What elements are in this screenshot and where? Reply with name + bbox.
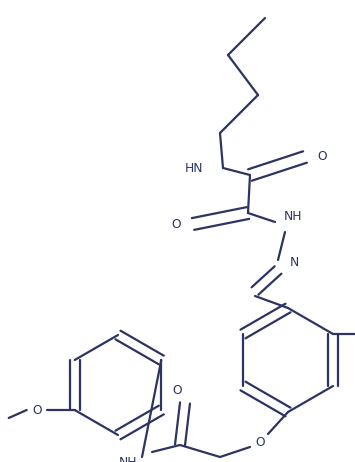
Text: O: O bbox=[171, 218, 181, 231]
Text: NH: NH bbox=[284, 211, 302, 224]
Text: O: O bbox=[317, 151, 327, 164]
Text: O: O bbox=[255, 436, 265, 449]
Text: O: O bbox=[172, 384, 182, 397]
Text: N: N bbox=[290, 255, 299, 268]
Text: O: O bbox=[32, 403, 42, 417]
Text: NH: NH bbox=[119, 456, 137, 462]
Text: HN: HN bbox=[185, 162, 203, 175]
